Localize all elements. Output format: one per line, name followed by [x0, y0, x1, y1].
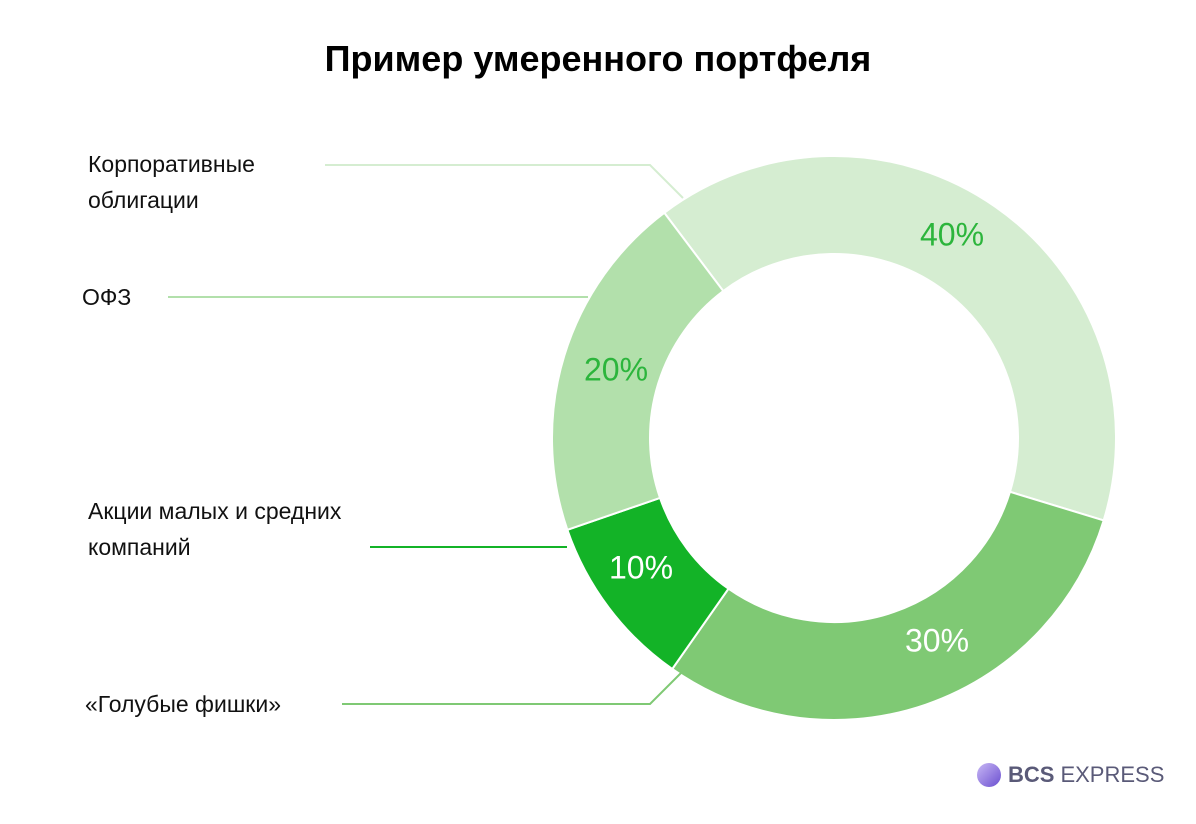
donut-segment — [670, 490, 1105, 721]
value-label: 30% — [905, 622, 969, 658]
leader-line — [342, 671, 683, 705]
value-label: 10% — [609, 549, 673, 585]
donut-segment — [551, 211, 725, 532]
donut-segment — [662, 155, 1118, 522]
value-label: 40% — [920, 216, 984, 252]
value-label: 20% — [584, 351, 648, 387]
logo: BCS EXPRESS — [976, 762, 1164, 788]
logo-product: EXPRESS — [1060, 762, 1165, 787]
logo-icon — [977, 763, 1001, 787]
logo-brand: BCS — [1008, 762, 1055, 787]
leader-line — [325, 164, 684, 199]
category-label: ОФЗ — [82, 284, 132, 310]
category-label: «Голубые фишки» — [85, 691, 281, 717]
category-label: Корпоративные облигации — [88, 151, 255, 213]
chart-title: Пример умеренного портфеля — [324, 38, 872, 79]
category-label: Акции малых и средних компаний — [88, 498, 342, 560]
